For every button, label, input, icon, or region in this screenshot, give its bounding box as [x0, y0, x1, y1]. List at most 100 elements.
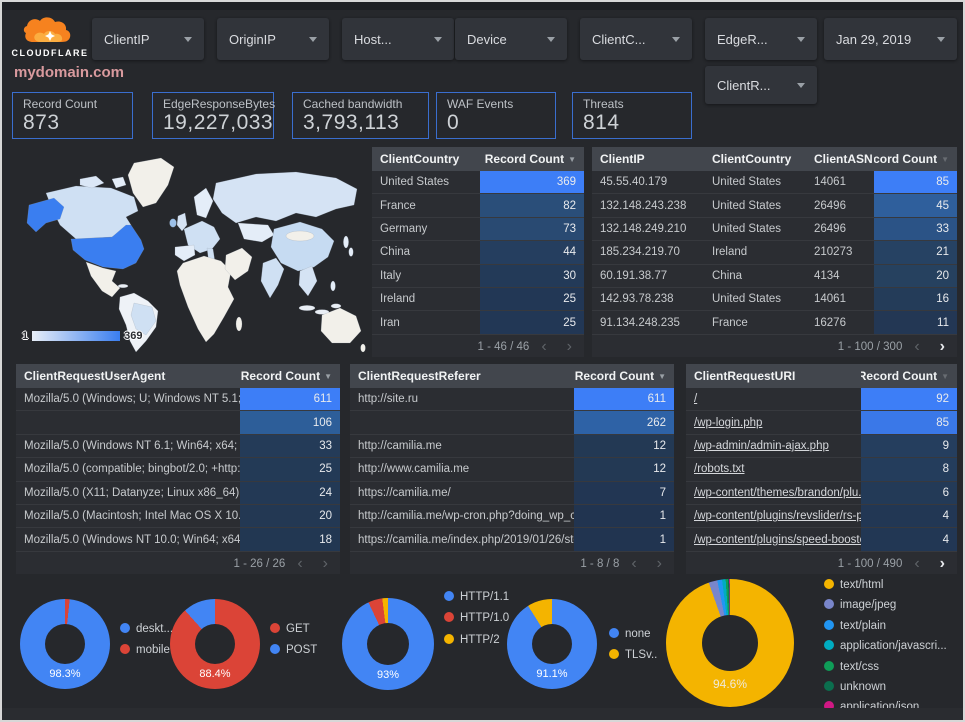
client-country-map[interactable]: 1 369 [16, 145, 366, 354]
table-row[interactable]: France 82 [372, 194, 584, 218]
table-row[interactable]: 60.191.38.77 China 4134 20 [592, 264, 957, 288]
table-row[interactable]: 185.234.219.70 Ireland 210273 21 [592, 241, 957, 265]
uri-link[interactable]: /wp-content/plugins/revslider/rs-p... [694, 510, 861, 523]
table-row[interactable]: 132.148.243.238 United States 26496 45 [592, 194, 957, 218]
uri-link[interactable]: / [694, 393, 698, 406]
legend-item[interactable]: POST [270, 643, 348, 657]
chevron-down-icon [672, 36, 680, 42]
filter-host[interactable]: Host... [342, 18, 454, 60]
table-row[interactable]: /wp-content/themes/brandon/plu... 6 [686, 481, 957, 505]
table-row[interactable]: /robots.txt 8 [686, 458, 957, 482]
table-row[interactable]: 132.148.249.210 United States 26496 33 [592, 217, 957, 242]
table-row[interactable]: Ireland 25 [372, 287, 584, 312]
table-row[interactable]: /wp-login.php 85 [686, 411, 957, 435]
chevron-down-icon [797, 36, 805, 42]
legend-dot-icon [444, 612, 454, 623]
table-row[interactable]: 45.55.40.179 United States 14061 85 [592, 171, 957, 195]
table-row[interactable]: http://camilia.me/wp-cron.php?doing_wp_c… [350, 504, 674, 529]
prev-page-icon[interactable]: ‹ [914, 554, 920, 572]
uri-link[interactable]: /wp-login.php [694, 416, 763, 429]
table-row[interactable]: Mozilla/5.0 (Windows; U; Windows NT 5.1;… [16, 388, 340, 412]
table-header: ClientRequestUserAgent Record Count ▼ [16, 364, 340, 388]
next-page-icon[interactable]: › [939, 554, 945, 572]
uri-link[interactable]: /wp-content/themes/brandon/plu... [694, 486, 861, 499]
table-row[interactable]: Mozilla/5.0 (X11; Datanyze; Linux x86_64… [16, 481, 340, 505]
legend-item[interactable]: HTTP/1.1 [444, 590, 522, 604]
device-type-donut[interactable]: 98.3% [20, 599, 110, 689]
table-row[interactable]: Mozilla/5.0 (compatible; bingbot/2.0; +h… [16, 458, 340, 482]
content-type-donut[interactable]: 94.6% [666, 579, 794, 707]
sort-record-count[interactable]: Record Count▼ [861, 369, 949, 383]
filter-clientrequest[interactable]: ClientR... [705, 66, 817, 104]
table-row[interactable]: Mozilla/5.0 (Windows NT 10.0; Win64; x64… [16, 528, 340, 552]
legend-item[interactable]: mobile [120, 643, 198, 657]
legend-item[interactable]: application/javascri... [824, 639, 963, 653]
sort-record-count[interactable]: Record Count▼ [484, 152, 576, 166]
filter-edgeresponse[interactable]: EdgeR... [705, 18, 817, 60]
table-row[interactable]: /wp-content/plugins/speed-booste... 4 [686, 528, 957, 552]
request-method-donut[interactable]: 88.4% [170, 599, 260, 689]
table-row[interactable]: https://camilia.me/7 [350, 481, 674, 505]
request-method-legend: GET POST [270, 622, 348, 658]
sort-desc-icon: ▼ [324, 371, 332, 381]
legend-max: 369 [124, 330, 143, 342]
table-row[interactable]: /wp-content/plugins/revslider/rs-p... 4 [686, 504, 957, 529]
filter-originip[interactable]: OriginIP [217, 18, 329, 60]
http-protocol-donut[interactable]: 93% [342, 598, 434, 690]
chevron-down-icon [309, 36, 317, 42]
client-ip-table: ClientIP ClientCountry ClientASN Record … [592, 147, 957, 357]
legend-item[interactable]: deskt... [120, 622, 198, 636]
table-row[interactable]: Mozilla/5.0 (Macintosh; Intel Mac OS X 1… [16, 504, 340, 529]
prev-page-icon[interactable]: ‹ [914, 337, 920, 355]
table-row[interactable]: Mozilla/5.0 (Windows NT 6.1; Win64; x64;… [16, 434, 340, 459]
tls-version-donut[interactable]: 91.1% [507, 599, 597, 689]
table-row[interactable]: United States 369 [372, 171, 584, 195]
filter-clientcountry[interactable]: ClientC... [580, 18, 692, 60]
next-page-icon[interactable]: › [656, 554, 662, 572]
legend-item[interactable]: HTTP/1.0 [444, 611, 522, 625]
table-row[interactable]: http://www.camilia.me 12 [350, 458, 674, 482]
next-page-icon[interactable]: › [939, 337, 945, 355]
legend-item[interactable]: HTTP/2 [444, 633, 522, 647]
page-title: mydomain.com [14, 64, 125, 81]
legend-item[interactable]: none [609, 627, 687, 641]
next-page-icon[interactable]: › [566, 337, 572, 355]
legend-item[interactable]: image/jpeg [824, 598, 963, 612]
legend-item[interactable]: GET [270, 622, 348, 636]
table-row[interactable]: China 44 [372, 241, 584, 265]
table-row[interactable]: /wp-admin/admin-ajax.php 9 [686, 434, 957, 459]
filter-clientip[interactable]: ClientIP [92, 18, 204, 60]
table-row[interactable]: 91.134.248.235 France 16276 11 [592, 311, 957, 335]
uri-link[interactable]: /wp-content/plugins/speed-booste... [694, 533, 861, 546]
legend-item[interactable]: text/css [824, 660, 963, 674]
next-page-icon[interactable]: › [322, 554, 328, 572]
content-type-legend: text/html image/jpeg text/plain applicat… [824, 578, 963, 720]
table-row[interactable]: https://camilia.me/index.php/2019/01/26/… [350, 528, 674, 552]
legend-item[interactable]: unknown [824, 680, 963, 694]
table-header: ClientRequestReferer Record Count ▼ [350, 364, 674, 388]
legend-item[interactable]: text/plain [824, 619, 963, 633]
table-row[interactable]: Italy 30 [372, 264, 584, 288]
uri-link[interactable]: /robots.txt [694, 463, 745, 476]
filter-device[interactable]: Device [455, 18, 567, 60]
table-row[interactable]: /92 [686, 388, 957, 412]
sort-record-count[interactable]: Record Count▼ [874, 152, 949, 166]
uri-link[interactable]: /wp-admin/admin-ajax.php [694, 439, 829, 452]
top-strip [2, 2, 963, 10]
legend-item[interactable]: TLSv.. [609, 648, 687, 662]
table-row[interactable]: 106 [16, 411, 340, 435]
prev-page-icon[interactable]: ‹ [297, 554, 303, 572]
table-row[interactable]: 142.93.78.238 United States 14061 16 [592, 287, 957, 312]
sort-record-count[interactable]: Record Count▼ [240, 369, 332, 383]
sort-record-count[interactable]: Record Count▼ [574, 369, 666, 383]
table-row[interactable]: http://site.ru 611 [350, 388, 674, 412]
table-row[interactable]: Iran 25 [372, 311, 584, 335]
prev-page-icon[interactable]: ‹ [631, 554, 637, 572]
table-row[interactable]: http://camilia.me 12 [350, 434, 674, 459]
legend-item[interactable]: text/html [824, 578, 963, 592]
device-type-legend: deskt... mobile [120, 622, 198, 658]
prev-page-icon[interactable]: ‹ [541, 337, 547, 355]
date-range-picker[interactable]: Jan 29, 2019 [824, 18, 957, 60]
table-row[interactable]: 262 [350, 411, 674, 435]
table-row[interactable]: Germany 73 [372, 217, 584, 242]
